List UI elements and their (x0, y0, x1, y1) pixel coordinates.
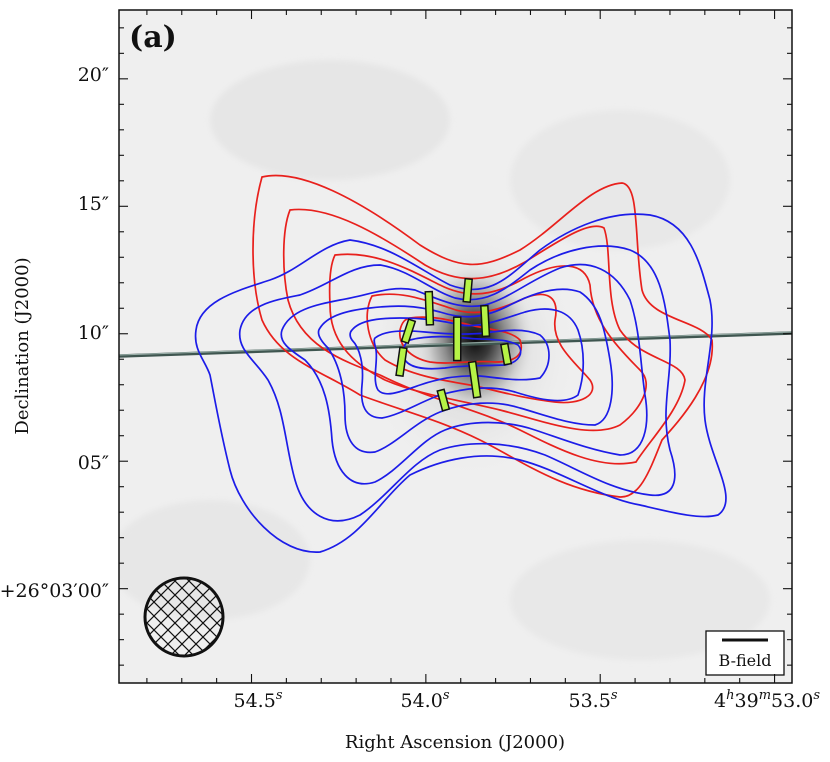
beam-ellipse (143, 576, 225, 658)
bfield-segment-9 (436, 388, 451, 412)
x-tick-label-54-0: 54.0s (401, 688, 450, 712)
x-tick-label-53-0: 4h39m53.0s (714, 688, 820, 712)
bfield-segment-8 (499, 342, 513, 366)
x-axis-title: Right Ascension (J2000) (345, 732, 565, 753)
dust-continuum-image (119, 10, 792, 683)
red-contour-3 (328, 253, 647, 432)
y-axis-title: Declination (J2000) (12, 257, 33, 434)
red-contour-1 (252, 174, 713, 498)
x-tick-label-53-5: 53.5s (569, 688, 618, 712)
y-tick-label-05: 05″ (78, 452, 109, 474)
bfield-segment-1 (462, 277, 474, 303)
plot-frame (118, 9, 793, 684)
y-tick-label-10: 10″ (78, 322, 109, 344)
x-tick-label-54-5: 54.5s (234, 688, 283, 712)
red-contour-4 (366, 293, 594, 404)
y-tick-label-00: +26°03′00″ (0, 580, 109, 602)
blue-contour-1 (194, 213, 727, 553)
y-tick-labels: 20″ 15″ 10″ 05″ +26°03′00″ (0, 64, 109, 602)
bfield-segment-7 (467, 360, 482, 399)
bfield-segment-6 (395, 346, 408, 378)
blue-contour-4 (317, 288, 613, 454)
bfield-segment-2 (424, 290, 435, 326)
y-tick-label-20: 20″ (78, 64, 109, 86)
bfield-segment-5 (480, 304, 491, 338)
bfield-legend: B-field (705, 630, 785, 676)
bfield-segment-4 (452, 316, 462, 362)
blue-contour-2 (238, 245, 676, 522)
panel-label: (a) (129, 20, 177, 55)
bfield-legend-label: B-field (719, 651, 772, 670)
red-contour-2 (282, 208, 686, 465)
y-tick-label-15: 15″ (78, 193, 109, 215)
x-tick-labels: 54.5s 54.0s 53.5s 4h39m53.0s (234, 688, 821, 712)
bfield-segment-3 (400, 318, 417, 345)
